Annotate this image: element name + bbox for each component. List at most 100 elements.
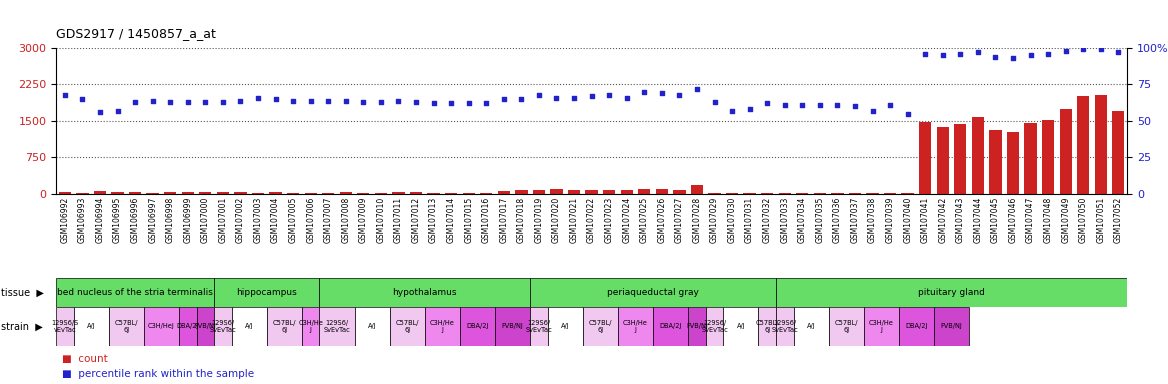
Text: C57BL/
6J: C57BL/ 6J bbox=[272, 320, 296, 333]
Point bbox=[512, 96, 530, 102]
Point bbox=[811, 102, 829, 108]
Bar bbox=[708, 193, 721, 194]
Point bbox=[91, 109, 110, 115]
Point bbox=[529, 92, 548, 98]
Point bbox=[214, 99, 232, 105]
Bar bbox=[410, 192, 422, 194]
Text: C57BL/
6J: C57BL/ 6J bbox=[756, 320, 779, 333]
Bar bbox=[583, 307, 618, 346]
Bar bbox=[340, 192, 352, 194]
Bar bbox=[179, 307, 196, 346]
Bar bbox=[797, 193, 808, 194]
Bar bbox=[425, 307, 460, 346]
Text: 129S6/
SvEvTac: 129S6/ SvEvTac bbox=[324, 320, 350, 333]
Text: DBA/2J: DBA/2J bbox=[466, 323, 488, 329]
Bar bbox=[164, 192, 176, 194]
Point bbox=[705, 99, 724, 105]
Bar bbox=[56, 278, 214, 307]
Point bbox=[828, 102, 847, 108]
Point bbox=[196, 99, 215, 105]
Text: bed nucleus of the stria terminalis: bed nucleus of the stria terminalis bbox=[57, 288, 213, 297]
Text: hypothalamus: hypothalamus bbox=[392, 288, 457, 297]
Bar bbox=[146, 193, 159, 194]
Text: pituitary gland: pituitary gland bbox=[918, 288, 985, 297]
Point bbox=[389, 98, 408, 104]
Point bbox=[1091, 46, 1110, 53]
Text: C3H/He
J: C3H/He J bbox=[623, 320, 648, 333]
Point bbox=[951, 51, 969, 57]
Text: C57BL/
6J: C57BL/ 6J bbox=[589, 320, 612, 333]
Text: DBA/2J: DBA/2J bbox=[905, 323, 927, 329]
Bar bbox=[58, 192, 71, 194]
Bar bbox=[235, 192, 246, 194]
Bar bbox=[776, 278, 1127, 307]
Text: C3H/He
J: C3H/He J bbox=[430, 320, 454, 333]
Bar bbox=[776, 307, 793, 346]
Point bbox=[863, 108, 882, 114]
Point bbox=[846, 103, 864, 109]
Text: strain  ▶: strain ▶ bbox=[1, 321, 43, 331]
Bar bbox=[200, 192, 211, 194]
Bar bbox=[793, 307, 828, 346]
Bar bbox=[109, 307, 144, 346]
Text: C57BL/
6J: C57BL/ 6J bbox=[396, 320, 419, 333]
Bar bbox=[495, 307, 530, 346]
Bar bbox=[779, 193, 791, 194]
Point bbox=[144, 98, 162, 104]
Bar bbox=[1007, 132, 1020, 194]
Text: DBA/2J: DBA/2J bbox=[660, 323, 682, 329]
Bar bbox=[463, 193, 475, 194]
Point bbox=[354, 99, 373, 105]
Bar bbox=[690, 185, 703, 194]
Text: tissue  ▶: tissue ▶ bbox=[1, 288, 44, 298]
Bar bbox=[392, 192, 404, 194]
Bar bbox=[111, 192, 124, 194]
Text: FVB/NJ: FVB/NJ bbox=[502, 323, 523, 329]
Bar bbox=[568, 190, 580, 194]
Text: C3H/He
J: C3H/He J bbox=[869, 320, 894, 333]
Point bbox=[600, 92, 619, 98]
Bar bbox=[972, 117, 983, 194]
Bar bbox=[989, 130, 1002, 194]
Bar bbox=[620, 190, 633, 194]
Point bbox=[723, 108, 742, 114]
Bar bbox=[937, 127, 948, 194]
Point bbox=[477, 100, 495, 106]
Bar bbox=[322, 193, 334, 194]
Point bbox=[1073, 46, 1092, 53]
Text: C57BL/
6J: C57BL/ 6J bbox=[834, 320, 858, 333]
Bar bbox=[849, 193, 861, 194]
Text: ■  count: ■ count bbox=[62, 354, 107, 364]
Bar bbox=[814, 193, 826, 194]
Bar bbox=[74, 307, 109, 346]
Bar bbox=[375, 193, 387, 194]
Point bbox=[758, 100, 777, 106]
Point bbox=[916, 51, 934, 57]
Point bbox=[179, 99, 197, 105]
Bar bbox=[1077, 96, 1090, 194]
Point bbox=[284, 98, 303, 104]
Point bbox=[1056, 48, 1075, 54]
Bar bbox=[128, 192, 141, 194]
Bar bbox=[1024, 123, 1037, 194]
Point bbox=[986, 54, 1004, 60]
Text: C57BL/
6J: C57BL/ 6J bbox=[114, 320, 138, 333]
Bar bbox=[231, 307, 266, 346]
Text: hippocampus: hippocampus bbox=[236, 288, 297, 297]
Point bbox=[898, 111, 917, 117]
Bar bbox=[723, 307, 758, 346]
Bar bbox=[144, 307, 179, 346]
Bar bbox=[603, 190, 616, 194]
Point bbox=[968, 49, 987, 55]
Bar bbox=[427, 193, 439, 194]
Bar bbox=[638, 189, 651, 194]
Bar bbox=[214, 278, 319, 307]
Bar bbox=[550, 189, 563, 194]
Bar bbox=[515, 190, 528, 194]
Text: A/J: A/J bbox=[737, 323, 745, 329]
Point bbox=[266, 96, 285, 102]
Bar bbox=[480, 193, 493, 194]
Bar bbox=[919, 122, 931, 194]
Bar bbox=[548, 307, 583, 346]
Point bbox=[635, 89, 654, 95]
